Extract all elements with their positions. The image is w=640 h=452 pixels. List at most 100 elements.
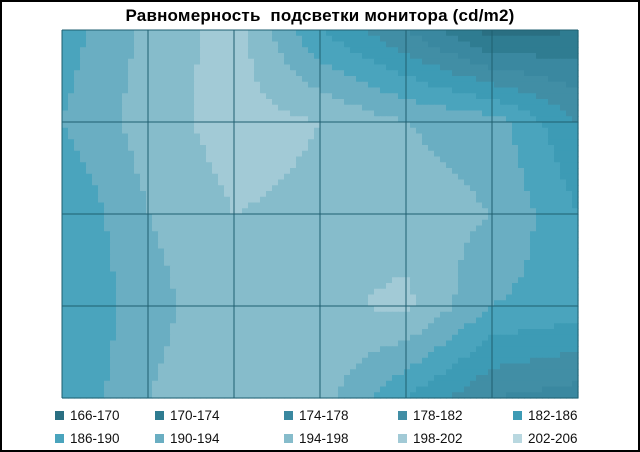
heatmap-cell [236,139,243,146]
heatmap-cell [290,219,297,227]
heatmap-cell [218,104,225,112]
heatmap-cell [356,35,363,43]
heatmap-cell [338,346,345,353]
heatmap-cell [338,173,345,181]
heatmap-cell [320,87,327,94]
heatmap-cell [86,104,93,112]
heatmap-cell [512,179,519,186]
heatmap-cell [536,81,543,89]
heatmap-cell [476,64,483,71]
heatmap-cell [272,93,279,100]
heatmap-cell [248,306,255,313]
heatmap-cell [548,30,555,37]
heatmap-cell [86,168,93,175]
heatmap-cell [548,300,555,307]
heatmap-cell [488,150,495,158]
heatmap-cell [230,116,237,123]
heatmap-cell [332,162,339,169]
heatmap-cell [530,173,537,181]
heatmap-cell [500,231,507,238]
heatmap-cell [140,168,147,175]
heatmap-cell [278,47,285,54]
heatmap-cell [308,237,315,244]
heatmap-cell [536,329,543,336]
heatmap-cell [560,306,567,313]
heatmap-cell [512,104,519,112]
heatmap-cell [374,150,381,158]
heatmap-cell [428,30,435,37]
heatmap-cell [80,219,87,227]
heatmap-cell [110,288,117,296]
heatmap-cell [398,191,405,198]
heatmap-cell [158,357,165,365]
heatmap-cell [464,352,471,359]
heatmap-cell [188,133,195,140]
heatmap-cell [560,214,567,221]
heatmap-cell [182,116,189,123]
heatmap-cell [368,265,375,273]
heatmap-cell [374,168,381,175]
heatmap-cell [146,202,153,209]
heatmap-cell [356,87,363,94]
heatmap-cell [320,237,327,244]
heatmap-cell [92,162,99,169]
heatmap-cell [68,168,75,175]
heatmap-cell [554,352,561,359]
heatmap-cell [410,41,417,48]
heatmap-cell [308,340,315,347]
heatmap-cell [206,53,213,60]
heatmap-cell [392,196,399,204]
heatmap-cell [212,99,219,106]
heatmap-cell [188,300,195,307]
heatmap-cell [482,334,489,342]
heatmap-cell [428,150,435,158]
heatmap-cell [158,76,165,83]
heatmap-cell [440,323,447,330]
heatmap-cell [62,283,69,290]
heatmap-cell [104,35,111,43]
heatmap-cell [278,156,285,163]
heatmap-cell [110,116,117,123]
heatmap-cell [536,173,543,181]
heatmap-cell [128,104,135,112]
heatmap-cell [284,214,291,221]
heatmap-cell [104,288,111,296]
heatmap-cell [278,237,285,244]
heatmap-cell [530,150,537,158]
heatmap-cell [542,346,549,353]
heatmap-cell [392,127,399,135]
heatmap-cell [296,237,303,244]
heatmap-cell [98,41,105,48]
heatmap-cell [482,150,489,158]
heatmap-cell [560,168,567,175]
heatmap-cell [320,329,327,336]
heatmap-cell [470,357,477,365]
heatmap-cell [482,357,489,365]
heatmap-cell [512,334,519,342]
heatmap-cell [272,30,279,37]
heatmap-cell [278,150,285,158]
heatmap-cell [422,179,429,186]
heatmap-cell [554,162,561,169]
heatmap-cell [188,277,195,284]
heatmap-cell [122,168,129,175]
heatmap-cell [422,248,429,255]
heatmap-cell [536,317,543,324]
heatmap-cell [416,185,423,192]
heatmap-cell [398,47,405,54]
heatmap-cell [362,196,369,204]
heatmap-cell [266,81,273,89]
heatmap-cell [506,127,513,135]
heatmap-cell [416,300,423,307]
heatmap-cell [506,104,513,112]
heatmap-cell [260,294,267,301]
heatmap-cell [164,116,171,123]
heatmap-cell [422,162,429,169]
heatmap-cell [254,179,261,186]
heatmap-cell [398,173,405,181]
heatmap-cell [62,30,69,37]
heatmap-cell [224,340,231,347]
heatmap-cell [272,99,279,106]
heatmap-cell [296,145,303,152]
heatmap-cell [116,196,123,204]
